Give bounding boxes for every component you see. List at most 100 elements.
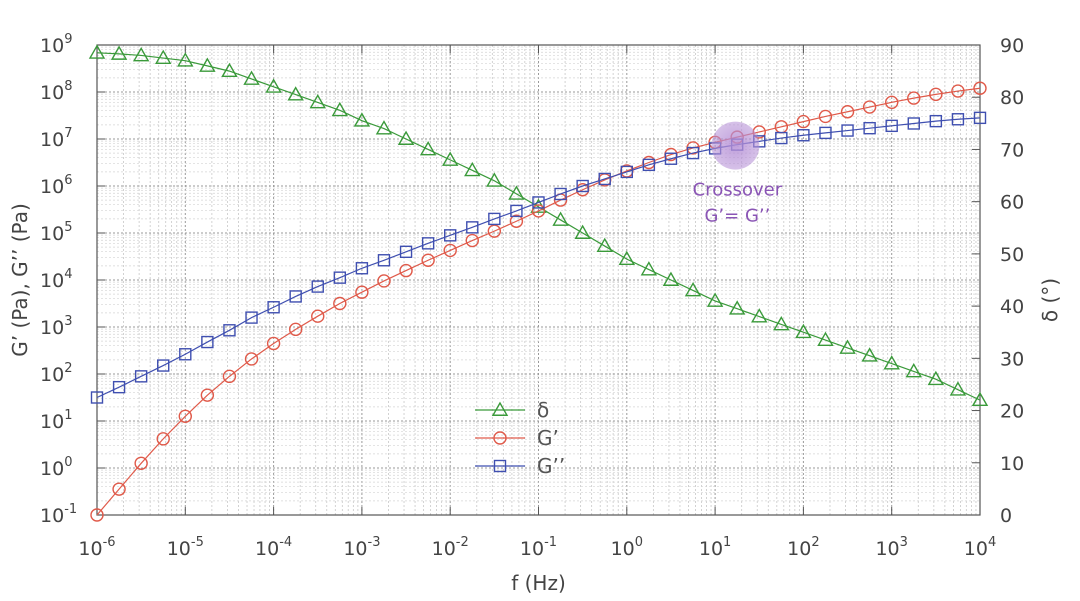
data-point-delta bbox=[861, 347, 878, 362]
data-point-delta bbox=[949, 381, 967, 396]
data-point-delta bbox=[795, 323, 812, 339]
tick-marks bbox=[96, 44, 981, 516]
crossover-equation: G’= G’’ bbox=[704, 206, 770, 227]
data-point-g-double-prime bbox=[289, 290, 302, 303]
data-point-delta bbox=[684, 282, 702, 297]
data-point-delta bbox=[552, 211, 569, 226]
y-right-tick-label: 20 bbox=[1000, 401, 1024, 423]
data-point-delta bbox=[574, 224, 591, 239]
data-point-g-prime bbox=[399, 263, 413, 278]
data-point-delta bbox=[839, 339, 856, 354]
data-point-delta bbox=[640, 261, 658, 276]
data-point-g-prime bbox=[487, 224, 502, 238]
data-point-g-double-prime bbox=[642, 158, 656, 172]
data-point-g-double-prime bbox=[466, 221, 479, 234]
y-left-tick-label: 109 bbox=[40, 32, 72, 57]
x-tick-labels: 10-6 10-5 10-4 10-3 10-2 10-1 100 101 102 103 104 bbox=[78, 535, 996, 560]
data-point-g-prime bbox=[355, 285, 369, 299]
data-point-g-prime bbox=[266, 336, 281, 351]
data-point-g-double-prime bbox=[377, 254, 391, 267]
data-point-delta bbox=[728, 300, 746, 315]
data-point-g-double-prime bbox=[554, 187, 567, 201]
data-point-g-prime bbox=[929, 87, 943, 102]
y-right-axis-title: δ (°) bbox=[1038, 278, 1062, 322]
data-point-g-prime bbox=[200, 388, 215, 402]
data-point-delta bbox=[508, 185, 525, 200]
data-point-g-double-prime bbox=[620, 165, 633, 179]
legend-symbol-g-prime bbox=[493, 431, 507, 445]
data-point-g-prime bbox=[509, 214, 524, 228]
legend-symbol-delta bbox=[491, 401, 509, 416]
data-point-g-double-prime bbox=[797, 129, 810, 142]
data-point-delta bbox=[375, 120, 393, 135]
data-point-delta bbox=[88, 44, 106, 59]
legend-marker-g-prime bbox=[493, 431, 507, 445]
data-point-g-double-prime bbox=[598, 172, 611, 186]
data-point-g-prime bbox=[840, 105, 855, 119]
data-point-g-double-prime bbox=[819, 126, 832, 140]
y-left-tick-label: 104 bbox=[40, 267, 72, 292]
data-point-g-prime bbox=[90, 508, 104, 522]
data-point-g-prime bbox=[178, 409, 193, 423]
data-point-delta bbox=[110, 45, 128, 60]
data-point-delta bbox=[287, 86, 304, 101]
data-point-g-prime bbox=[156, 432, 170, 446]
x-tick-label: 10-5 bbox=[167, 535, 204, 560]
x-tick-label: 100 bbox=[611, 535, 643, 560]
data-point-g-double-prime bbox=[951, 113, 965, 126]
legend: δ G’ G’’ bbox=[475, 398, 565, 478]
data-point-delta bbox=[331, 101, 349, 117]
data-point-g-prime bbox=[973, 81, 987, 95]
x-tick-label: 10-1 bbox=[520, 535, 557, 560]
data-point-g-double-prime bbox=[929, 114, 943, 128]
data-point-g-prime bbox=[951, 84, 965, 98]
data-point-g-prime bbox=[377, 274, 391, 288]
data-point-g-double-prime bbox=[157, 359, 170, 372]
data-point-g-double-prime bbox=[576, 179, 589, 193]
series-delta bbox=[88, 44, 989, 407]
crossover-annotation: Crossover G’= G’’ bbox=[693, 121, 783, 227]
y-right-tick-labels: 0 10 20 30 40 50 60 70 80 90 bbox=[1000, 35, 1024, 527]
legend-item-g-double-prime: G’’ bbox=[475, 454, 565, 478]
data-point-g-prime bbox=[796, 114, 811, 129]
data-point-delta bbox=[486, 172, 503, 187]
x-tick-label: 103 bbox=[875, 535, 907, 560]
data-point-delta bbox=[883, 355, 900, 370]
legend-symbol-g-double-prime bbox=[493, 459, 507, 473]
legend-item-delta: δ bbox=[475, 398, 549, 422]
series bbox=[88, 44, 989, 522]
data-point-g-double-prime bbox=[333, 271, 347, 284]
y-right-tick-label: 0 bbox=[1000, 505, 1012, 527]
crossover-label: Crossover bbox=[693, 180, 783, 201]
y-left-tick-label: 107 bbox=[40, 126, 72, 151]
data-point-delta bbox=[905, 362, 922, 378]
data-point-g-double-prime bbox=[112, 380, 126, 394]
data-point-delta bbox=[441, 151, 459, 166]
y-left-tick-label: 10-1 bbox=[40, 502, 77, 527]
data-point-delta bbox=[397, 130, 415, 145]
x-tick-label: 10-6 bbox=[78, 535, 115, 560]
data-point-g-double-prime bbox=[179, 348, 192, 361]
x-tick-label: 101 bbox=[699, 535, 731, 560]
data-point-delta bbox=[309, 94, 326, 109]
y-left-tick-label: 105 bbox=[40, 220, 72, 245]
y-right-tick-label: 90 bbox=[1000, 35, 1024, 57]
data-point-g-prime bbox=[907, 91, 921, 105]
y-right-tick-label: 30 bbox=[1000, 348, 1024, 370]
data-point-delta bbox=[265, 78, 282, 93]
data-point-g-double-prime bbox=[399, 245, 413, 259]
y-left-tick-label: 101 bbox=[40, 408, 72, 433]
data-point-g-prime bbox=[465, 233, 479, 248]
data-point-g-prime bbox=[421, 253, 435, 267]
crossover-marker bbox=[711, 121, 760, 170]
data-point-delta bbox=[618, 250, 636, 266]
data-point-g-double-prime bbox=[201, 335, 214, 349]
data-point-g-double-prime bbox=[863, 121, 876, 135]
series-line-delta bbox=[96, 52, 981, 401]
data-point-g-double-prime bbox=[223, 324, 236, 337]
data-point-g-prime bbox=[862, 100, 877, 114]
data-point-g-double-prime bbox=[134, 370, 148, 383]
y-right-tick-label: 10 bbox=[1000, 453, 1024, 475]
series-line-g-double-prime bbox=[96, 117, 981, 399]
